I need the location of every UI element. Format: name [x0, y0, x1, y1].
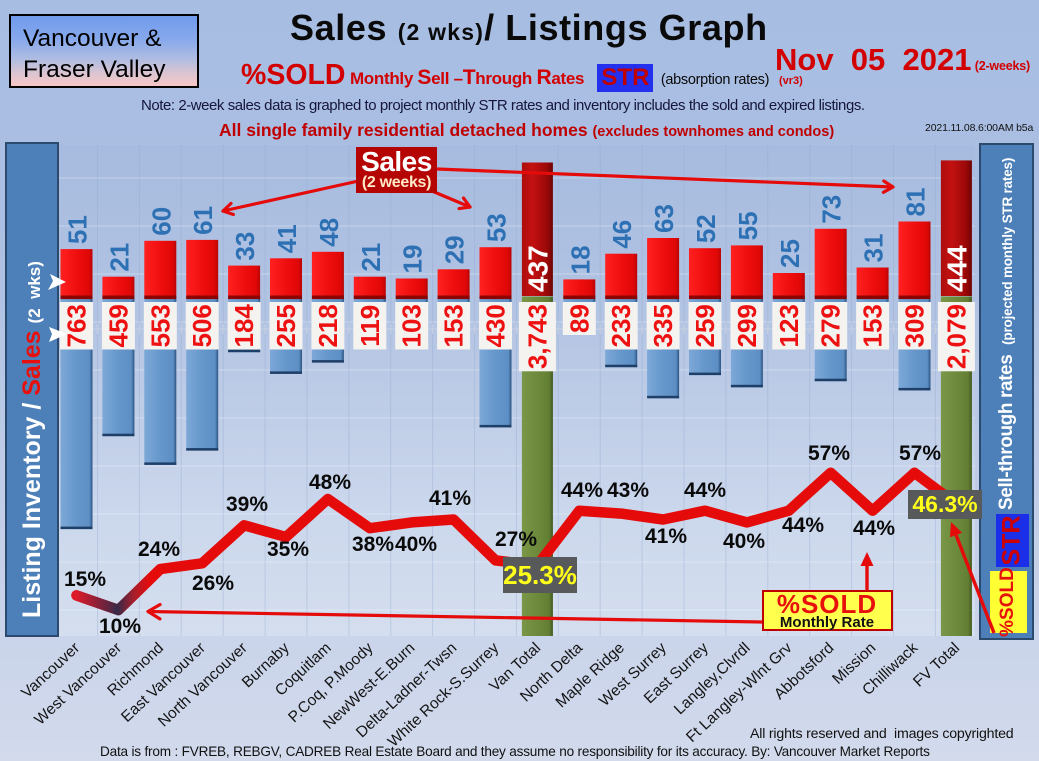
- svg-text:35%: 35%: [267, 538, 309, 561]
- svg-text:309: 309: [900, 304, 930, 347]
- svg-text:73: 73: [817, 195, 847, 224]
- svg-text:40%: 40%: [395, 533, 437, 556]
- svg-text:44%: 44%: [684, 479, 726, 502]
- svg-text:25: 25: [775, 239, 805, 268]
- svg-text:33: 33: [230, 232, 260, 261]
- svg-text:61: 61: [188, 206, 218, 235]
- svg-text:57%: 57%: [808, 442, 850, 465]
- svg-text:103: 103: [397, 304, 427, 347]
- svg-text:437: 437: [522, 245, 553, 292]
- svg-text:763: 763: [62, 304, 92, 347]
- svg-text:27%: 27%: [495, 528, 537, 551]
- svg-text:119: 119: [355, 305, 385, 347]
- svg-text:44%: 44%: [853, 517, 895, 540]
- svg-text:29: 29: [440, 235, 470, 264]
- svg-text:21: 21: [104, 243, 134, 272]
- svg-text:52: 52: [691, 214, 721, 243]
- svg-text:18: 18: [565, 245, 595, 274]
- svg-text:233: 233: [606, 304, 636, 347]
- svg-text:89: 89: [564, 304, 594, 333]
- svg-text:41: 41: [272, 224, 302, 253]
- svg-text:41%: 41%: [429, 487, 471, 510]
- svg-text:21: 21: [356, 243, 386, 272]
- svg-text:153: 153: [858, 304, 888, 347]
- svg-text:40%: 40%: [723, 530, 765, 553]
- svg-text:44%: 44%: [782, 514, 824, 537]
- svg-text:63: 63: [649, 204, 679, 233]
- svg-text:41%: 41%: [645, 525, 687, 548]
- svg-text:24%: 24%: [138, 538, 180, 561]
- svg-text:184: 184: [229, 304, 259, 348]
- svg-text:53: 53: [482, 213, 512, 242]
- svg-text:43%: 43%: [607, 479, 649, 502]
- svg-text:506: 506: [187, 304, 217, 347]
- svg-text:255: 255: [271, 304, 301, 347]
- svg-text:FV Total: FV Total: [910, 639, 963, 690]
- svg-text:10%: 10%: [99, 615, 141, 638]
- svg-text:57%: 57%: [899, 442, 941, 465]
- svg-text:553: 553: [145, 304, 175, 347]
- svg-text:335: 335: [648, 304, 678, 347]
- svg-text:38%: 38%: [352, 533, 394, 556]
- svg-text:51: 51: [63, 215, 93, 244]
- svg-text:2,079: 2,079: [941, 304, 971, 369]
- svg-text:44%: 44%: [561, 479, 603, 502]
- svg-text:81: 81: [901, 188, 931, 217]
- svg-text:299: 299: [732, 304, 762, 347]
- svg-text:19: 19: [398, 245, 428, 274]
- svg-text:459: 459: [103, 304, 133, 347]
- svg-text:279: 279: [816, 304, 846, 347]
- svg-text:60: 60: [146, 207, 176, 236]
- svg-text:259: 259: [690, 304, 720, 347]
- svg-text:123: 123: [774, 304, 804, 347]
- svg-text:26%: 26%: [192, 572, 234, 595]
- svg-text:46: 46: [607, 220, 637, 249]
- svg-text:153: 153: [439, 304, 469, 347]
- svg-text:430: 430: [481, 304, 511, 347]
- svg-text:31: 31: [859, 234, 889, 263]
- svg-text:48: 48: [314, 218, 344, 247]
- svg-text:444: 444: [941, 245, 972, 292]
- svg-text:55: 55: [733, 211, 763, 240]
- svg-text:15%: 15%: [64, 568, 106, 591]
- svg-text:218: 218: [313, 304, 343, 347]
- svg-text:48%: 48%: [309, 471, 351, 494]
- svg-text:39%: 39%: [226, 493, 268, 516]
- svg-text:3,743: 3,743: [522, 304, 552, 369]
